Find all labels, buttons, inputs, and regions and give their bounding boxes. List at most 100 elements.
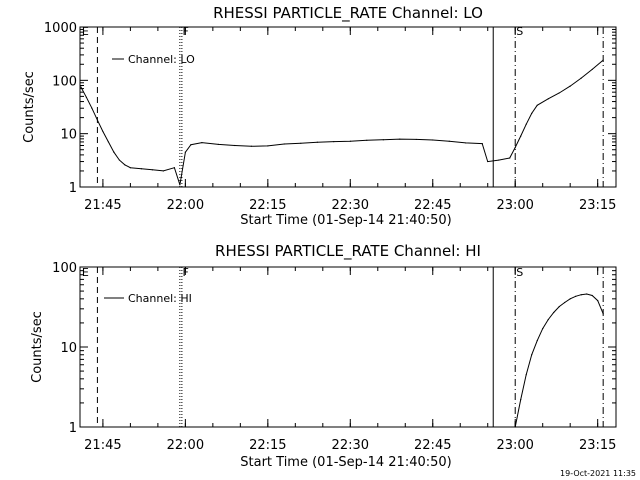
hi-data-point (591, 294, 593, 297)
lo-y-tick-label: 1 (69, 181, 77, 196)
lo-data-point (448, 140, 450, 142)
hi-y-tick-label: 100 (52, 261, 77, 276)
lo-data-point (415, 138, 417, 141)
hi-x-tick-label: 22:30 (332, 438, 369, 453)
lo-data-point (102, 130, 104, 133)
hi-data-point (553, 311, 555, 314)
hi-x-tick-label: 23:15 (579, 438, 616, 453)
lo-data-point (173, 167, 175, 169)
hi-data-point (525, 374, 527, 376)
lo-data-point (151, 169, 153, 171)
hi-data-point (564, 301, 566, 304)
lo-data-point (300, 142, 302, 144)
hi-x-axis-label: Start Time (01-Sep-14 21:40:50) (240, 455, 451, 470)
lo-data-point (129, 167, 131, 169)
lo-x-tick-label: 22:45 (414, 198, 451, 213)
lo-flag-label: E (82, 25, 89, 38)
hi-channel-panel: RHESSI PARTICLE_RATE Channel: HI Start T… (30, 242, 617, 470)
hi-data-point (580, 294, 582, 296)
hi-y-axis-label: Counts/sec (30, 311, 45, 383)
hi-x-tick-label: 22:45 (414, 438, 451, 453)
lo-data-point (201, 141, 203, 144)
hi-x-tick-label: 22:00 (167, 438, 204, 453)
lo-data-point (124, 164, 126, 166)
hi-data-point (597, 300, 599, 302)
lo-flag-label: S (516, 25, 523, 38)
lo-data-point (580, 77, 582, 79)
lo-data-point (267, 145, 269, 147)
generation-timestamp: 19-Oct-2021 11:35 (560, 469, 636, 478)
lo-data-point (487, 160, 489, 163)
hi-data-point (602, 313, 604, 315)
lo-data-point (349, 140, 351, 142)
lo-data-point (316, 141, 318, 143)
lo-data-point (602, 59, 604, 61)
lo-data-point (366, 139, 368, 141)
lo-x-tick-label: 22:00 (167, 198, 204, 213)
hi-chart-title: RHESSI PARTICLE_RATE Channel: HI (215, 242, 481, 261)
hi-y-tick-label: 10 (60, 341, 77, 356)
lo-data-point (140, 168, 142, 170)
lo-data-point (162, 170, 164, 172)
hi-x-tick-label: 23:00 (496, 438, 533, 453)
lo-y-tick-label: 10 (60, 128, 77, 143)
lo-x-axis-label: Start Time (01-Sep-14 21:40:50) (240, 213, 451, 228)
hi-data-point (558, 305, 560, 308)
lo-data-point (333, 140, 335, 143)
lo-data-point (498, 159, 500, 161)
lo-plot-frame (79, 26, 617, 188)
hi-flag-label: S (516, 266, 523, 279)
lo-flag-label: F (183, 25, 189, 38)
hi-data-point (547, 319, 549, 321)
lo-data-point (113, 151, 115, 153)
lo-data-point (558, 92, 560, 94)
lo-series-line (80, 59, 604, 185)
hi-data-point (542, 327, 544, 330)
lo-chart-title: RHESSI PARTICLE_RATE Channel: LO (213, 4, 483, 23)
lo-x-tick-label: 23:15 (579, 198, 616, 213)
hi-data-point (514, 426, 516, 428)
lo-x-tick-label: 22:30 (332, 198, 369, 213)
lo-data-point (382, 139, 384, 141)
lo-data-point (536, 104, 538, 106)
hi-data-point (569, 298, 571, 300)
lo-x-tick-label: 23:00 (496, 198, 533, 213)
hi-legend-label: Channel: HI (128, 292, 192, 305)
lo-data-point (520, 135, 522, 137)
lo-data-point (96, 119, 99, 121)
lo-data-point (531, 112, 533, 114)
lo-legend-label: Channel: LO (128, 53, 195, 66)
lo-data-point (80, 86, 82, 88)
lo-data-point (399, 138, 401, 140)
hi-x-tick-label: 22:15 (249, 438, 286, 453)
lo-data-point (118, 159, 120, 161)
lo-data-point (283, 143, 285, 145)
lo-data-point (250, 145, 252, 147)
hi-y-tick-label: 1 (69, 421, 77, 436)
hi-flag-label: E (82, 266, 89, 279)
lo-data-point (107, 141, 110, 143)
lo-data-point (465, 142, 467, 144)
hi-data-point (586, 293, 588, 295)
lo-data-point (481, 143, 483, 145)
lo-data-point (234, 144, 236, 147)
lo-data-point (525, 123, 527, 125)
lo-data-point (179, 184, 181, 186)
lo-data-point (569, 85, 571, 87)
lo-y-axis-label: Counts/sec (22, 71, 37, 143)
lo-data-point (591, 68, 593, 71)
lo-y-tick-label: 100 (52, 74, 77, 89)
lo-data-point (85, 96, 88, 98)
lo-data-point (91, 107, 93, 109)
lo-channel-panel: RHESSI PARTICLE_RATE Channel: LO Start T… (22, 4, 617, 228)
hi-data-point (575, 295, 577, 297)
lo-y-tick-label: 1000 (44, 21, 77, 36)
lo-x-tick-label: 22:15 (249, 198, 286, 213)
hi-flag-label: F (183, 266, 189, 279)
lo-data-point (190, 144, 192, 146)
lo-data-point (432, 139, 434, 141)
hi-plot-frame (79, 266, 617, 428)
hi-x-tick-label: 21:45 (84, 438, 121, 453)
lo-data-point (217, 143, 219, 145)
